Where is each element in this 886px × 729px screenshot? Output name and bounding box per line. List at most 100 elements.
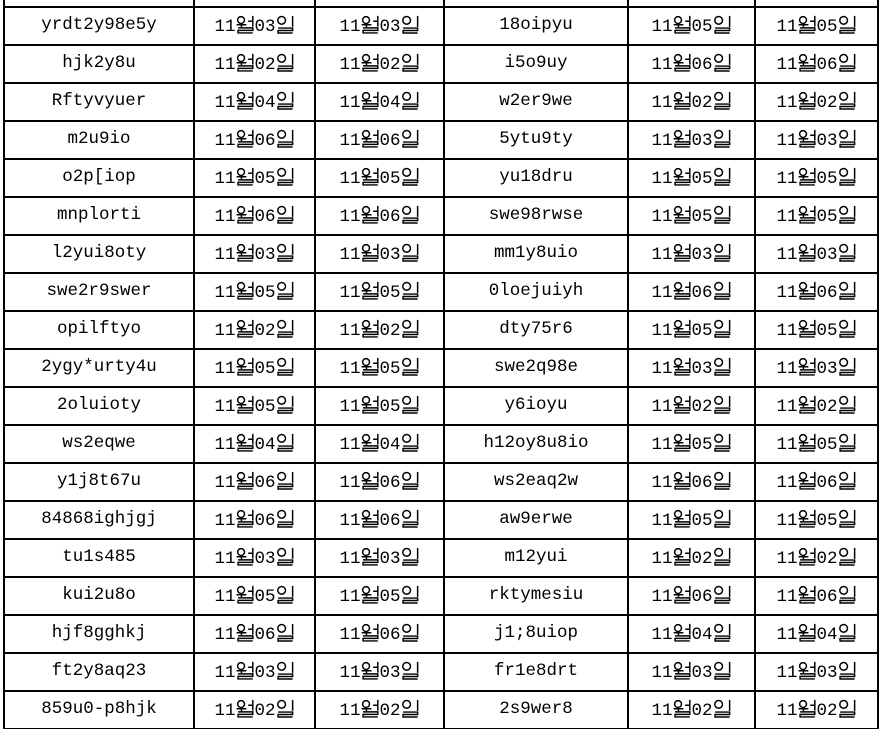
name-cell[interactable]: 2ygy*urty4u bbox=[3, 348, 195, 388]
name-cell[interactable]: mm1y8uio bbox=[443, 234, 629, 274]
name-cell[interactable]: ws2eaq2w bbox=[443, 462, 629, 502]
name-cell[interactable]: dty75r6 bbox=[443, 310, 629, 350]
date-cell[interactable]: 11 05 bbox=[193, 386, 316, 426]
name-cell[interactable]: 0loejuiyh bbox=[443, 272, 629, 312]
name-cell[interactable]: hjk2y8u bbox=[3, 44, 195, 84]
date-cell[interactable]: 11 03 bbox=[627, 652, 756, 692]
date-cell[interactable]: 11 05 bbox=[754, 310, 879, 350]
date-cell[interactable]: 11 03 bbox=[314, 6, 445, 46]
name-cell[interactable]: y1j8t67u bbox=[3, 462, 195, 502]
date-cell[interactable]: 11 02 bbox=[314, 44, 445, 84]
name-cell[interactable]: 84868ighjgj bbox=[3, 500, 195, 540]
name-cell[interactable]: hjf8gghkj bbox=[3, 614, 195, 654]
date-cell[interactable]: 11 06 bbox=[627, 462, 756, 502]
date-cell[interactable]: 11 06 bbox=[754, 44, 879, 84]
date-cell[interactable]: 11 06 bbox=[314, 462, 445, 502]
name-cell[interactable]: tu1s485 bbox=[3, 538, 195, 578]
date-cell[interactable]: 11 05 bbox=[193, 158, 316, 198]
date-cell[interactable]: 11 02 bbox=[754, 538, 879, 578]
date-cell[interactable]: 11 06 bbox=[627, 576, 756, 616]
date-cell[interactable]: 11 06 bbox=[193, 614, 316, 654]
date-cell[interactable]: 11 05 bbox=[627, 424, 756, 464]
name-cell[interactable]: 5ytu9ty bbox=[443, 120, 629, 160]
date-cell[interactable]: 11 04 bbox=[193, 424, 316, 464]
date-cell[interactable]: 11 05 bbox=[627, 310, 756, 350]
date-cell[interactable]: 11 05 bbox=[314, 272, 445, 312]
name-cell[interactable]: 18oipyu bbox=[443, 6, 629, 46]
date-cell[interactable]: 11 02 bbox=[627, 386, 756, 426]
date-cell[interactable]: 11 05 bbox=[754, 6, 879, 46]
name-cell[interactable]: swe98rwse bbox=[443, 196, 629, 236]
date-cell[interactable]: 11 06 bbox=[193, 120, 316, 160]
date-cell[interactable]: 11 03 bbox=[193, 652, 316, 692]
name-cell[interactable]: opilftyo bbox=[3, 310, 195, 350]
date-cell[interactable]: 11 03 bbox=[314, 652, 445, 692]
name-cell[interactable]: Rftyvyuer bbox=[3, 82, 195, 122]
date-cell[interactable]: 11 06 bbox=[754, 576, 879, 616]
date-cell[interactable]: 11 06 bbox=[193, 500, 316, 540]
date-cell[interactable]: 11 03 bbox=[627, 234, 756, 274]
date-cell[interactable]: 11 03 bbox=[754, 234, 879, 274]
date-cell[interactable]: 11 03 bbox=[193, 234, 316, 274]
date-cell[interactable]: 11 02 bbox=[627, 690, 756, 729]
date-cell[interactable]: 11 04 bbox=[193, 82, 316, 122]
name-cell[interactable]: 2oluioty bbox=[3, 386, 195, 426]
date-cell[interactable]: 11 02 bbox=[193, 44, 316, 84]
name-cell[interactable]: ft2y8aq23 bbox=[3, 652, 195, 692]
date-cell[interactable]: 11 03 bbox=[627, 120, 756, 160]
date-cell[interactable]: 11 06 bbox=[627, 272, 756, 312]
name-cell[interactable]: swe2q98e bbox=[443, 348, 629, 388]
date-cell[interactable]: 11 06 bbox=[314, 614, 445, 654]
date-cell[interactable]: 11 03 bbox=[627, 348, 756, 388]
date-cell[interactable]: 11 04 bbox=[314, 424, 445, 464]
date-cell[interactable]: 11 03 bbox=[314, 234, 445, 274]
date-cell[interactable]: 11 05 bbox=[193, 272, 316, 312]
name-cell[interactable]: fr1e8drt bbox=[443, 652, 629, 692]
date-cell[interactable]: 11 02 bbox=[754, 82, 879, 122]
date-cell[interactable]: 11 04 bbox=[754, 614, 879, 654]
name-cell[interactable]: j1;8uiop bbox=[443, 614, 629, 654]
date-cell[interactable]: 11 06 bbox=[314, 196, 445, 236]
date-cell[interactable]: 11 05 bbox=[627, 158, 756, 198]
name-cell[interactable]: o2p[iop bbox=[3, 158, 195, 198]
date-cell[interactable]: 11 05 bbox=[754, 196, 879, 236]
date-cell[interactable]: 11 05 bbox=[193, 576, 316, 616]
name-cell[interactable]: w2er9we bbox=[443, 82, 629, 122]
date-cell[interactable]: 11 05 bbox=[314, 386, 445, 426]
name-cell[interactable]: h12oy8u8io bbox=[443, 424, 629, 464]
date-cell[interactable]: 11 03 bbox=[193, 6, 316, 46]
name-cell[interactable]: swe2r9swer bbox=[3, 272, 195, 312]
date-cell[interactable]: 11 05 bbox=[627, 6, 756, 46]
date-cell[interactable]: 11 05 bbox=[627, 196, 756, 236]
date-cell[interactable]: 11 06 bbox=[314, 500, 445, 540]
name-cell[interactable]: aw9erwe bbox=[443, 500, 629, 540]
date-cell[interactable]: 11 03 bbox=[193, 538, 316, 578]
date-cell[interactable]: 11 05 bbox=[193, 348, 316, 388]
date-cell[interactable]: 11 02 bbox=[627, 538, 756, 578]
date-cell[interactable]: 11 04 bbox=[627, 614, 756, 654]
date-cell[interactable]: 11 06 bbox=[193, 196, 316, 236]
name-cell[interactable]: 2s9wer8 bbox=[443, 690, 629, 729]
date-cell[interactable]: 11 06 bbox=[754, 272, 879, 312]
date-cell[interactable]: 11 03 bbox=[754, 120, 879, 160]
name-cell[interactable]: m12yui bbox=[443, 538, 629, 578]
date-cell[interactable]: 11 05 bbox=[314, 576, 445, 616]
date-cell[interactable]: 11 06 bbox=[627, 44, 756, 84]
date-cell[interactable]: 11 05 bbox=[314, 158, 445, 198]
date-cell[interactable]: 11 03 bbox=[754, 348, 879, 388]
date-cell[interactable]: 11 02 bbox=[627, 82, 756, 122]
date-cell[interactable]: 11 02 bbox=[314, 310, 445, 350]
name-cell[interactable]: m2u9io bbox=[3, 120, 195, 160]
name-cell[interactable]: 859u0-p8hjk bbox=[3, 690, 195, 729]
date-cell[interactable]: 11 04 bbox=[314, 82, 445, 122]
date-cell[interactable]: 11 05 bbox=[754, 500, 879, 540]
name-cell[interactable]: rktymesiu bbox=[443, 576, 629, 616]
name-cell[interactable]: mnplorti bbox=[3, 196, 195, 236]
date-cell[interactable]: 11 05 bbox=[754, 158, 879, 198]
date-cell[interactable]: 11 06 bbox=[314, 120, 445, 160]
name-cell[interactable]: kui2u8o bbox=[3, 576, 195, 616]
date-cell[interactable]: 11 02 bbox=[193, 690, 316, 729]
date-cell[interactable]: 11 02 bbox=[314, 690, 445, 729]
name-cell[interactable]: l2yui8oty bbox=[3, 234, 195, 274]
date-cell[interactable]: 11 06 bbox=[754, 462, 879, 502]
